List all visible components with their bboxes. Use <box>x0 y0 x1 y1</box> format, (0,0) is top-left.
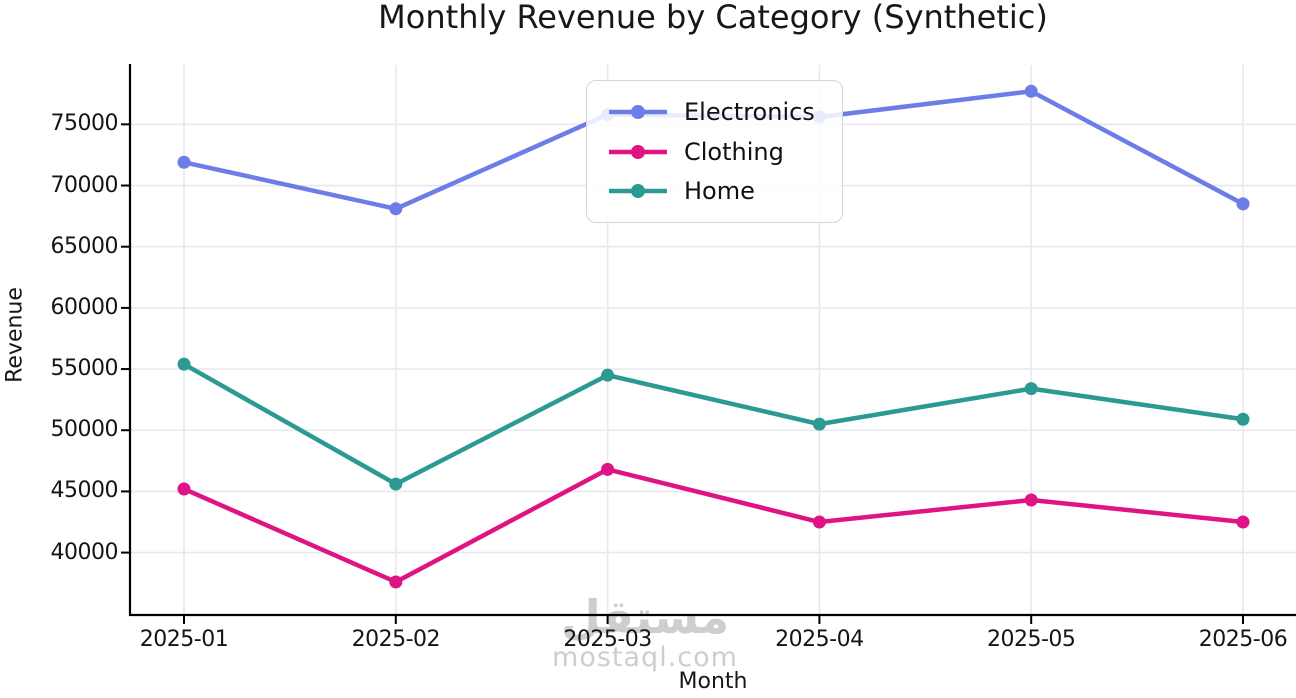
x-tick-label: 2025-06 <box>1198 627 1288 652</box>
data-point-home <box>177 357 191 371</box>
legend-marker-icon <box>609 183 667 198</box>
y-tick-label: 60000 <box>50 294 119 320</box>
legend-marker-icon <box>609 144 667 159</box>
data-point-clothing <box>812 515 826 529</box>
x-tick-label: 2025-02 <box>351 627 441 652</box>
data-point-clothing <box>1236 515 1250 529</box>
y-tick-label: 65000 <box>50 233 119 259</box>
y-tick-label: 40000 <box>50 539 119 565</box>
legend-item-electronics: Electronics <box>609 98 842 126</box>
legend-item-clothing: Clothing <box>609 138 842 166</box>
series-line-home <box>181 361 1246 487</box>
legend-label: Clothing <box>684 137 784 166</box>
x-tick-label: 2025-04 <box>775 627 864 652</box>
data-point-clothing <box>601 462 615 476</box>
y-tick-label: 45000 <box>50 478 119 504</box>
data-point-home <box>812 417 826 431</box>
data-point-electronics <box>1236 197 1250 211</box>
data-point-home <box>1024 382 1038 396</box>
chart-title: Monthly Revenue by Category (Synthetic) <box>378 0 1048 36</box>
legend-item-home: Home <box>609 177 842 205</box>
y-tick-label: 55000 <box>50 356 119 382</box>
x-tick-label: 2025-03 <box>563 627 652 652</box>
data-point-home <box>389 477 403 491</box>
data-point-electronics <box>1024 84 1038 98</box>
x-tick-label: 2025-01 <box>139 627 229 652</box>
legend-marker-icon <box>609 105 667 120</box>
x-tick-label: 2025-05 <box>986 627 1076 652</box>
y-tick-label: 70000 <box>50 172 119 198</box>
data-point-electronics <box>177 155 191 169</box>
y-tick-label: 75000 <box>50 111 119 137</box>
x-axis-label: Month <box>678 669 748 694</box>
y-tick-label: 50000 <box>50 417 119 443</box>
series-line-clothing <box>181 467 1246 585</box>
data-point-electronics <box>389 202 403 216</box>
data-point-home <box>601 368 615 382</box>
legend-label: Electronics <box>684 98 815 127</box>
legend: Electronics Clothing Home <box>586 80 843 223</box>
data-point-clothing <box>1024 493 1038 507</box>
data-point-clothing <box>389 575 403 589</box>
legend-label: Home <box>684 176 755 205</box>
data-point-clothing <box>177 482 191 496</box>
data-point-home <box>1236 412 1250 426</box>
